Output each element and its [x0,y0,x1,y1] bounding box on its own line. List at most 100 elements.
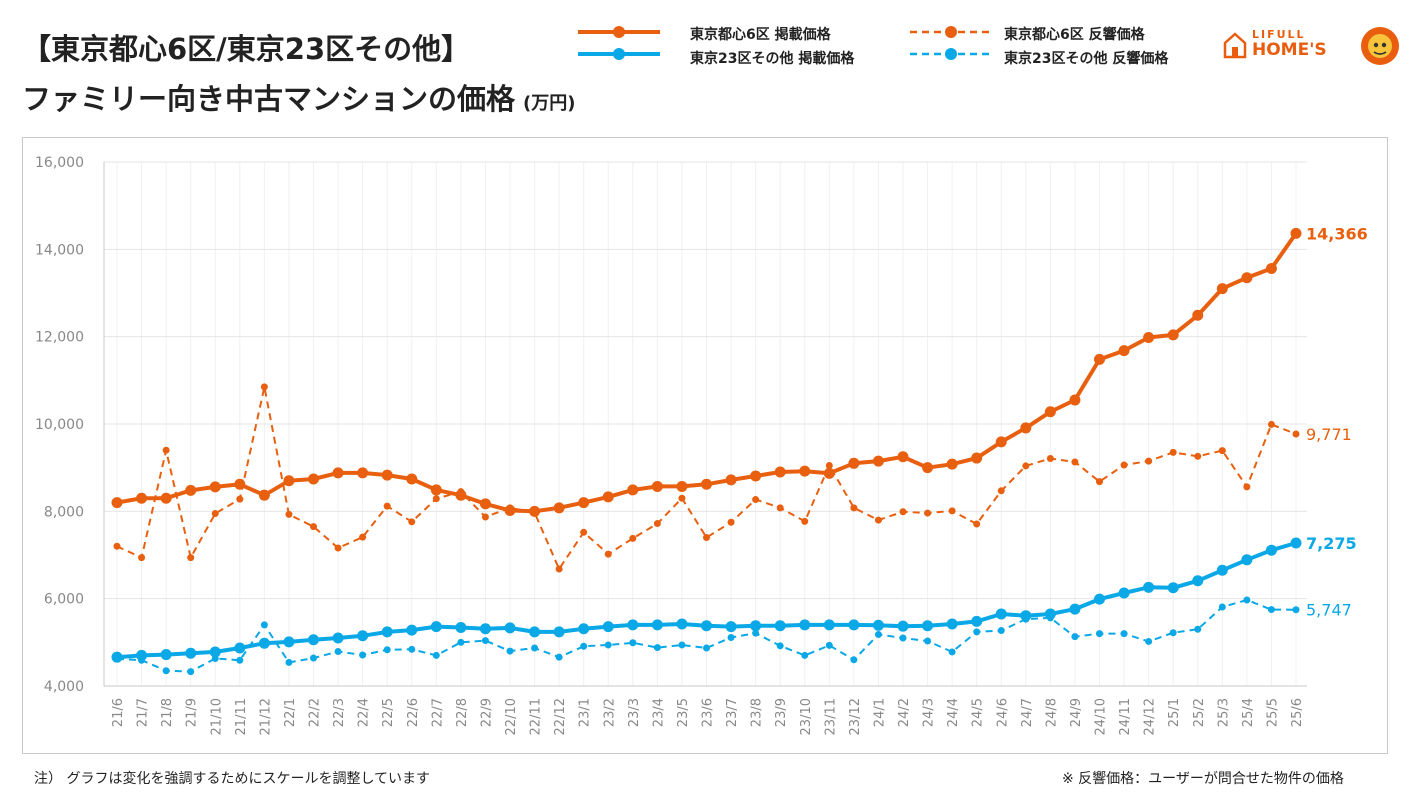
data-point [995,436,1007,448]
data-point [997,487,1005,495]
data-point [408,518,416,526]
data-point [872,619,884,631]
data-point [553,502,565,514]
data-point [187,668,195,676]
data-point [825,461,833,469]
data-point [1169,629,1177,637]
data-point [308,473,319,485]
data-point [1145,637,1153,645]
end-value-label: 9,771 [1306,425,1352,444]
data-point [725,621,737,633]
x-tick-label: 21/9 [185,698,200,727]
data-point [874,630,882,638]
data-point [1096,630,1103,638]
x-tick-label: 25/3 [1216,698,1231,727]
data-point [676,618,688,630]
data-point [946,618,958,630]
data-point [481,513,489,521]
data-point [504,504,516,516]
y-tick-label: 12,000 [35,330,84,346]
data-point [381,626,393,638]
data-point [529,505,541,517]
legend-label-s4: 東京23区その他 反響価格 [1004,51,1169,67]
data-point [383,646,391,654]
chart-title-line1: 【東京都心6区/東京23区その他】 [22,32,471,66]
x-tick-label: 25/1 [1167,698,1182,727]
data-point [627,619,639,631]
legend-dot-s3 [945,26,957,38]
x-tick-label: 22/8 [455,698,470,727]
data-point [479,623,491,635]
data-point [531,644,539,652]
x-tick-label: 25/4 [1241,698,1256,727]
data-point [260,383,268,391]
data-point [332,632,344,644]
data-point [627,484,639,496]
data-point [1243,483,1251,491]
data-point [1069,394,1081,406]
data-point [406,473,418,485]
x-tick-label: 23/8 [750,698,765,727]
data-point [408,645,416,653]
x-tick-label: 22/2 [308,698,323,727]
data-point [651,619,663,631]
data-point [1046,454,1054,462]
data-point [580,528,588,536]
data-point [776,504,784,512]
data-point [1118,587,1130,599]
mascot-icon [1361,27,1399,65]
data-point [1265,263,1277,275]
data-point [946,458,958,470]
data-point [111,651,123,663]
data-point [260,621,268,629]
data-point [432,495,440,503]
y-tick-label: 4,000 [44,679,84,695]
data-point [236,656,244,664]
data-point [1267,420,1275,428]
y-tick-label: 10,000 [35,417,84,433]
data-point [455,489,467,501]
data-point [604,550,612,558]
data-point [113,542,121,550]
data-point [506,647,514,655]
data-point [136,492,148,504]
x-tick-label: 24/11 [1118,698,1133,735]
data-point [383,502,391,510]
data-point [922,462,934,474]
data-point [234,478,246,490]
data-point [1265,544,1277,556]
data-point [801,651,809,659]
data-point [310,654,317,662]
lifull-homes-logo: LIFULL HOME'S [1222,26,1402,66]
data-point [187,554,195,562]
data-point [529,626,541,638]
x-tick-label: 23/4 [651,698,666,727]
data-point [334,544,342,552]
data-point [1194,452,1202,460]
data-point [629,534,637,542]
data-point [997,627,1005,635]
x-tick-label: 22/11 [529,698,544,735]
data-point [553,626,565,638]
data-point [1218,603,1226,611]
data-point [1216,564,1228,576]
x-tick-label: 21/11 [234,698,249,735]
data-point [479,498,491,510]
data-point [555,565,563,573]
data-point [162,667,170,675]
data-point [160,492,172,504]
x-tick-label: 23/11 [823,698,838,735]
data-point [924,509,932,517]
x-tick-label: 23/7 [725,698,740,727]
x-tick-label: 24/10 [1094,698,1109,735]
x-tick-label: 23/6 [701,698,716,727]
x-tick-label: 24/4 [946,698,961,727]
x-tick-label: 21/8 [160,698,175,727]
chart-unit: (万円) [523,93,576,114]
x-tick-label: 24/5 [971,698,986,727]
data-point [899,508,907,516]
data-point [850,656,858,664]
data-point [1192,575,1204,587]
x-tick-label: 23/10 [799,698,814,735]
